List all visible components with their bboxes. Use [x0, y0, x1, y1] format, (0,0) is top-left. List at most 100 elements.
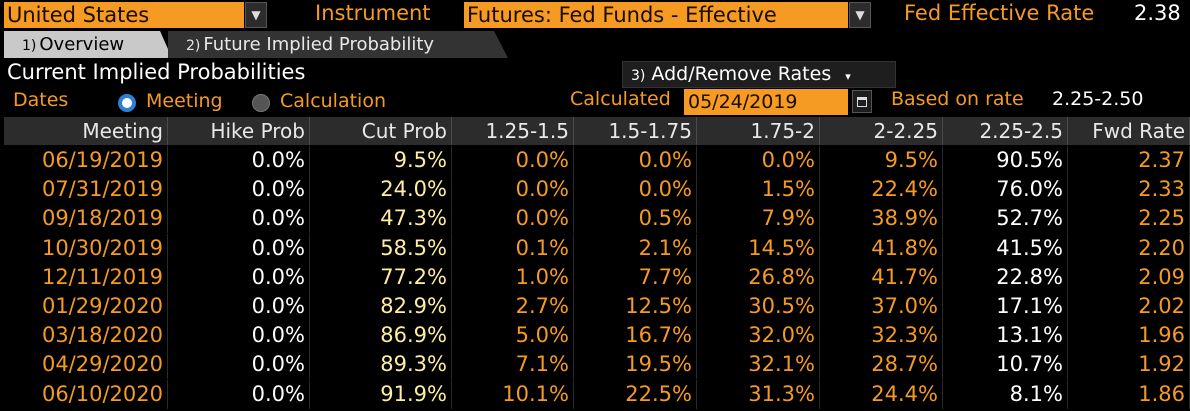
cell-rate-1-75-2: 14.5%	[697, 233, 820, 263]
table-row[interactable]: 06/10/2020 0.0% 91.9% 10.1% 22.5% 31.3% 24.4% 8…	[4, 379, 1190, 409]
cell-fwd-rate: 2.37	[1068, 146, 1190, 175]
table-header: Meeting Hike Prob Cut Prob 1.25-1.5 1.5-1.75…	[4, 117, 1190, 145]
country-dropdown-caret-icon[interactable]: ▼	[245, 2, 267, 28]
fed-rate-value: 2.38	[1134, 1, 1181, 25]
rates-button-label: Add/Remove Rates	[651, 63, 832, 85]
cell-meeting: 09/18/2019	[4, 204, 168, 234]
cell-fwd-rate: 1.86	[1068, 379, 1190, 409]
cell-rate-1-75-2: 31.3%	[697, 379, 820, 409]
cell-rate-2-2-25: 37.0%	[820, 292, 943, 321]
cell-meeting: 03/18/2020	[4, 321, 168, 351]
cell-cut-prob: 77.2%	[310, 262, 452, 292]
cell-rate-1-25-1-5: 1.0%	[452, 262, 574, 292]
cell-rate-1-75-2: 1.5%	[697, 175, 820, 205]
add-remove-rates-button[interactable]: 3) Add/Remove Rates ▾	[622, 61, 896, 88]
calculated-label: Calculated	[570, 88, 671, 110]
table-row[interactable]: 10/30/2019 0.0% 58.5% 0.1% 2.1% 14.5% 41.8% 41.…	[4, 233, 1190, 263]
cell-hike-prob: 0.0%	[168, 175, 310, 205]
cell-cut-prob: 9.5%	[310, 146, 452, 175]
cell-rate-2-25-2-5: 13.1%	[943, 321, 1068, 351]
cell-rate-2-2-25: 28.7%	[820, 350, 943, 380]
cell-rate-1-5-1-75: 0.0%	[574, 175, 697, 205]
column-header-rate-2-2-25[interactable]: 2-2.25	[820, 117, 943, 145]
country-dropdown[interactable]: United States	[4, 2, 244, 28]
section-title: Current Implied Probabilities	[7, 60, 306, 84]
column-header-rate-1-25-1-5[interactable]: 1.25-1.5	[452, 117, 574, 145]
cell-cut-prob: 91.9%	[310, 379, 452, 409]
cell-rate-1-5-1-75: 0.5%	[574, 204, 697, 234]
radio-meeting[interactable]	[118, 94, 136, 112]
calendar-icon[interactable]	[852, 90, 872, 113]
cell-rate-1-5-1-75: 16.7%	[574, 321, 697, 351]
cell-hike-prob: 0.0%	[168, 379, 310, 409]
column-header-fwd-rate[interactable]: Fwd Rate	[1068, 117, 1190, 145]
cell-fwd-rate: 1.96	[1068, 321, 1190, 351]
instrument-label: Instrument	[315, 1, 431, 25]
cell-rate-1-25-1-5: 0.1%	[452, 233, 574, 263]
table-row[interactable]: 04/29/2020 0.0% 89.3% 7.1% 19.5% 32.1% 28.7% 10…	[4, 350, 1190, 380]
cell-rate-2-25-2-5: 41.5%	[943, 233, 1068, 263]
table-row[interactable]: 06/19/2019 0.0% 9.5% 0.0% 0.0% 0.0% 9.5% 90.5% 2…	[4, 146, 1190, 175]
calculation-label[interactable]: Calculation	[280, 90, 386, 112]
tab-overview-label: Overview	[39, 34, 125, 55]
tab-future-implied-probability[interactable]: 2) Future Implied Probability	[168, 31, 508, 58]
cell-rate-2-25-2-5: 52.7%	[943, 204, 1068, 234]
cell-fwd-rate: 1.92	[1068, 350, 1190, 380]
table-row[interactable]: 03/18/2020 0.0% 86.9% 5.0% 16.7% 32.0% 32.3% 13…	[4, 321, 1190, 351]
tab-overview-number: 1)	[22, 38, 37, 54]
cell-rate-2-2-25: 24.4%	[820, 379, 943, 409]
rates-button-number: 3)	[631, 68, 646, 84]
cell-rate-2-2-25: 22.4%	[820, 175, 943, 205]
column-header-rate-1-5-1-75[interactable]: 1.5-1.75	[574, 117, 697, 145]
tab-future-label: Future Implied Probability	[203, 34, 435, 55]
cell-hike-prob: 0.0%	[168, 292, 310, 321]
instrument-dropdown[interactable]: Futures: Fed Funds - Effective	[464, 2, 848, 28]
cell-cut-prob: 47.3%	[310, 204, 452, 234]
cell-rate-1-25-1-5: 5.0%	[452, 321, 574, 351]
cell-rate-1-75-2: 32.0%	[697, 321, 820, 351]
cell-rate-1-25-1-5: 0.0%	[452, 204, 574, 234]
dates-label: Dates	[13, 89, 69, 111]
instrument-dropdown-caret-icon[interactable]: ▼	[849, 2, 871, 28]
column-header-hike-prob[interactable]: Hike Prob	[168, 117, 310, 145]
column-header-rate-1-75-2[interactable]: 1.75-2	[697, 117, 820, 145]
cell-rate-1-5-1-75: 0.0%	[574, 146, 697, 175]
cell-rate-1-25-1-5: 10.1%	[452, 379, 574, 409]
cell-hike-prob: 0.0%	[168, 321, 310, 351]
cell-rate-1-75-2: 0.0%	[697, 146, 820, 175]
cell-rate-1-25-1-5: 7.1%	[452, 350, 574, 380]
column-header-meeting[interactable]: Meeting	[4, 117, 168, 145]
cell-hike-prob: 0.0%	[168, 350, 310, 380]
cell-rate-1-5-1-75: 19.5%	[574, 350, 697, 380]
calculated-date-input[interactable]: 05/24/2019	[684, 89, 848, 115]
table-row[interactable]: 01/29/2020 0.0% 82.9% 2.7% 12.5% 30.5% 37.0% 17…	[4, 292, 1190, 321]
cell-rate-2-2-25: 9.5%	[820, 146, 943, 175]
cell-meeting: 10/30/2019	[4, 233, 168, 263]
tab-future-number: 2)	[186, 38, 201, 54]
table-row[interactable]: 12/11/2019 0.0% 77.2% 1.0% 7.7% 26.8% 41.7% 22.…	[4, 262, 1190, 292]
cell-rate-2-2-25: 38.9%	[820, 204, 943, 234]
cell-hike-prob: 0.0%	[168, 262, 310, 292]
cell-fwd-rate: 2.25	[1068, 204, 1190, 234]
cell-fwd-rate: 2.09	[1068, 262, 1190, 292]
cell-fwd-rate: 2.33	[1068, 175, 1190, 205]
based-on-rate-label: Based on rate	[891, 88, 1024, 110]
cell-fwd-rate: 2.02	[1068, 292, 1190, 321]
meeting-label[interactable]: Meeting	[146, 90, 223, 112]
table-row[interactable]: 07/31/2019 0.0% 24.0% 0.0% 0.0% 1.5% 22.4% 76.0…	[4, 175, 1190, 205]
cell-rate-1-5-1-75: 22.5%	[574, 379, 697, 409]
column-header-cut-prob[interactable]: Cut Prob	[310, 117, 452, 145]
cell-rate-2-25-2-5: 8.1%	[943, 379, 1068, 409]
tab-overview[interactable]: 1) Overview	[4, 31, 172, 58]
cell-rate-2-2-25: 32.3%	[820, 321, 943, 351]
cell-cut-prob: 89.3%	[310, 350, 452, 380]
cell-rate-2-25-2-5: 22.8%	[943, 262, 1068, 292]
cell-meeting: 01/29/2020	[4, 292, 168, 321]
cell-fwd-rate: 2.20	[1068, 233, 1190, 263]
cell-rate-2-25-2-5: 17.1%	[943, 292, 1068, 321]
radio-calculation[interactable]	[252, 94, 270, 112]
table-row[interactable]: 09/18/2019 0.0% 47.3% 0.0% 0.5% 7.9% 38.9% 52.7…	[4, 204, 1190, 234]
column-header-rate-2-25-2-5[interactable]: 2.25-2.5	[943, 117, 1068, 145]
cell-rate-1-25-1-5: 0.0%	[452, 175, 574, 205]
cell-meeting: 07/31/2019	[4, 175, 168, 205]
